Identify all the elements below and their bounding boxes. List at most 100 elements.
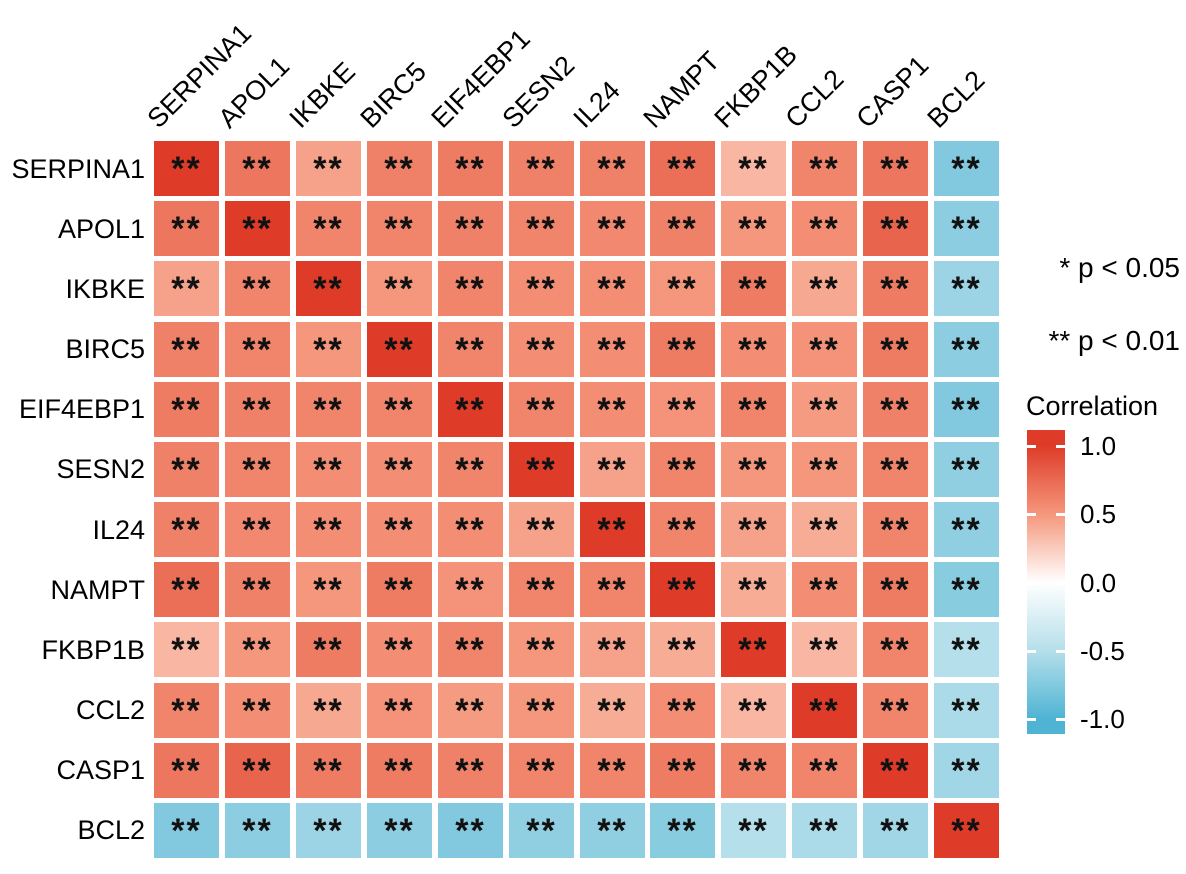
significance-stars: ** [809,450,840,489]
heatmap-cell: ** [509,743,574,798]
heatmap-cell: ** [650,502,715,557]
significance-stars: ** [597,390,628,429]
heatmap-cell: ** [792,201,857,256]
heatmap-cell: ** [225,322,290,377]
heatmap-cell: ** [367,261,432,316]
heatmap-cell: ** [792,141,857,196]
heatmap-cell: ** [721,622,786,677]
heatmap-cell: ** [509,622,574,677]
row-label-fkbp1b: FKBP1B [41,635,145,665]
heatmap-cell: ** [721,382,786,437]
significance-stars: ** [171,751,202,790]
significance-stars: ** [171,390,202,429]
colorbar-tick-0.5: 0.5 [1080,499,1117,529]
column-label-bcl2: BCL2 [921,64,991,134]
column-label-nampt: NAMPT [637,45,726,134]
heatmap-cell: ** [650,201,715,256]
heatmap-cell: ** [438,803,503,858]
significance-stars: ** [242,149,273,188]
heatmap-cell: ** [296,442,361,497]
heatmap-cell: ** [438,502,503,557]
column-label-ikbke: IKBKE [283,56,361,134]
heatmap-cell: ** [863,622,928,677]
significance-stars: ** [597,570,628,609]
heatmap-cell: ** [863,141,928,196]
significance-stars: ** [667,811,698,850]
significance-stars: ** [951,510,982,549]
significance-stars: ** [597,751,628,790]
significance-stars: ** [738,450,769,489]
heatmap-cell: ** [225,201,290,256]
heatmap-cell: ** [154,562,219,617]
significance-stars: ** [597,811,628,850]
heatmap-cell: ** [863,382,928,437]
heatmap-cell: ** [438,141,503,196]
significance-stars: ** [171,149,202,188]
significance-stars: ** [455,390,486,429]
significance-stars: ** [455,691,486,730]
significance-stars: ** [526,811,557,850]
significance-stars: ** [951,330,982,369]
significance-stars: ** [526,209,557,248]
significance-stars: ** [951,811,982,850]
heatmap-cell: ** [863,803,928,858]
significance-stars: ** [526,691,557,730]
significance-stars: ** [880,330,911,369]
significance-stars: ** [242,510,273,549]
significance-stars: ** [384,330,415,369]
significance-stars: ** [951,390,982,429]
heatmap-cell: ** [650,562,715,617]
heatmap-cell: ** [650,322,715,377]
heatmap-cell: ** [721,322,786,377]
heatmap-cell: ** [296,141,361,196]
heatmap-cell: ** [934,743,999,798]
significance-stars: ** [526,149,557,188]
significance-stars: ** [738,691,769,730]
heatmap-cell: ** [721,502,786,557]
heatmap-cell: ** [438,201,503,256]
heatmap-cell: ** [509,502,574,557]
significance-stars: ** [809,390,840,429]
heatmap-cell: ** [792,562,857,617]
heatmap-cell: ** [225,683,290,738]
heatmap-cell: ** [721,743,786,798]
significance-stars: ** [738,390,769,429]
heatmap-cell: ** [367,442,432,497]
significance-stars: ** [667,269,698,308]
row-label-ikbke: IKBKE [65,274,145,304]
significance-stars: ** [384,510,415,549]
heatmap-cell: ** [154,442,219,497]
heatmap-cell: ** [580,803,645,858]
heatmap-cell: ** [792,683,857,738]
heatmap-cell: ** [721,141,786,196]
row-label-sesn2: SESN2 [56,454,145,484]
heatmap-cell: ** [509,803,574,858]
significance-stars: ** [526,751,557,790]
significance-stars: ** [951,751,982,790]
significance-stars: ** [738,269,769,308]
heatmap-cell: ** [721,261,786,316]
heatmap-cell: ** [367,622,432,677]
heatmap-cell: ** [367,141,432,196]
significance-stars: ** [313,510,344,549]
heatmap-cell: ** [721,442,786,497]
significance-stars: ** [597,450,628,489]
heatmap-cell: ** [792,502,857,557]
significance-stars: ** [880,811,911,850]
heatmap-cell: ** [154,261,219,316]
heatmap-cell: ** [154,803,219,858]
heatmap-cell: ** [721,201,786,256]
significance-stars: ** [242,269,273,308]
significance-stars: ** [384,390,415,429]
heatmap-cell: ** [863,502,928,557]
heatmap-cell: ** [296,743,361,798]
significance-stars: ** [313,149,344,188]
significance-stars: ** [738,751,769,790]
significance-stars: ** [809,691,840,730]
row-label-eif4ebp1: EIF4EBP1 [18,394,145,424]
heatmap-cell: ** [509,683,574,738]
heatmap-cell: ** [580,382,645,437]
significance-note-p005: * p < 0.05 [1059,252,1180,283]
heatmap-cell: ** [225,622,290,677]
heatmap-cell: ** [438,382,503,437]
